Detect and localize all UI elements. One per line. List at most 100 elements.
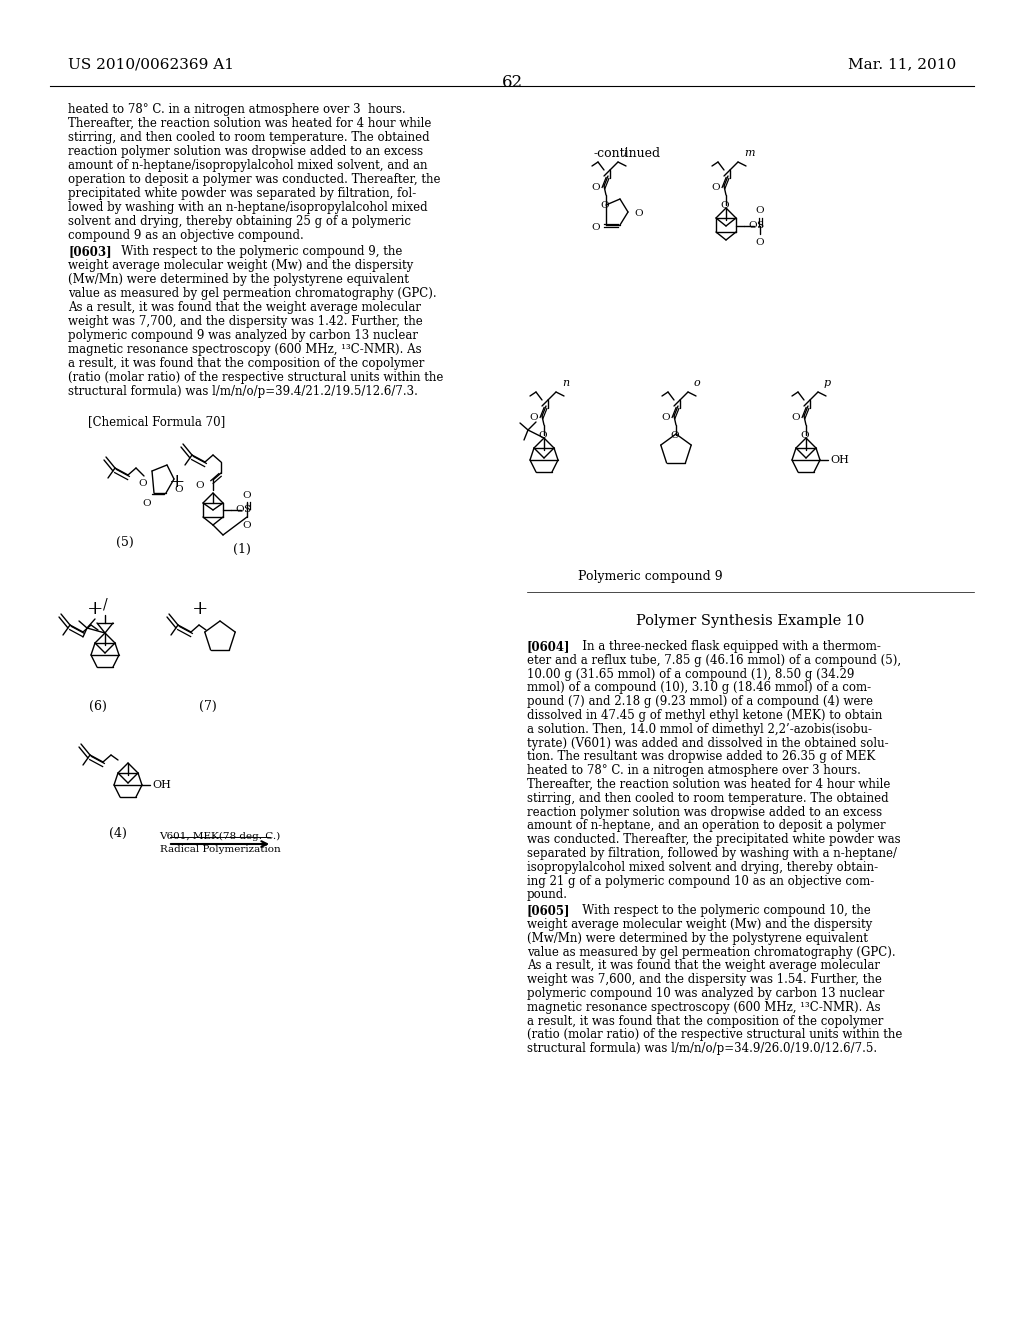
Text: heated to 78° C. in a nitrogen atmosphere over 3  hours.: heated to 78° C. in a nitrogen atmospher… [68,103,406,116]
Text: [0603]: [0603] [68,246,112,257]
Text: O: O [756,238,764,247]
Text: O: O [721,201,729,210]
Text: (1): (1) [233,543,251,556]
Text: isopropylalcohol mixed solvent and drying, thereby obtain-: isopropylalcohol mixed solvent and dryin… [527,861,879,874]
Text: O: O [601,201,609,210]
Text: O: O [174,484,182,494]
Text: was conducted. Thereafter, the precipitated white powder was: was conducted. Thereafter, the precipita… [527,833,901,846]
Text: [Chemical Formula 70]: [Chemical Formula 70] [88,414,225,428]
Text: polymeric compound 9 was analyzed by carbon 13 nuclear: polymeric compound 9 was analyzed by car… [68,329,418,342]
Text: (4): (4) [110,828,127,840]
Text: (Mw/Mn) were determined by the polystyrene equivalent: (Mw/Mn) were determined by the polystyre… [68,273,409,286]
Text: stirring, and then cooled to room temperature. The obtained: stirring, and then cooled to room temper… [68,131,430,144]
Text: O: O [529,413,538,422]
Text: dissolved in 47.45 g of methyl ethyl ketone (MEK) to obtain: dissolved in 47.45 g of methyl ethyl ket… [527,709,883,722]
Text: m: m [744,148,755,158]
Text: Mar. 11, 2010: Mar. 11, 2010 [848,57,956,71]
Text: magnetic resonance spectroscopy (600 MHz, ¹³C-NMR). As: magnetic resonance spectroscopy (600 MHz… [68,343,422,356]
Text: value as measured by gel permeation chromatography (GPC).: value as measured by gel permeation chro… [527,945,896,958]
Text: +: + [191,601,208,618]
Text: weight average molecular weight (Mw) and the dispersity: weight average molecular weight (Mw) and… [527,917,872,931]
Text: O: O [539,432,547,440]
Text: (5): (5) [116,536,134,549]
Text: -continued: -continued [593,147,660,160]
Text: O: O [234,506,244,515]
Text: O: O [801,432,809,440]
Text: tion. The resultant was dropwise added to 26.35 g of MEK: tion. The resultant was dropwise added t… [527,750,876,763]
Text: weight average molecular weight (Mw) and the dispersity: weight average molecular weight (Mw) and… [68,259,414,272]
Text: O: O [634,210,643,219]
Text: weight was 7,600, and the dispersity was 1.54. Further, the: weight was 7,600, and the dispersity was… [527,973,882,986]
Text: O: O [756,206,764,215]
Text: (Mw/Mn) were determined by the polystyrene equivalent: (Mw/Mn) were determined by the polystyre… [527,932,868,945]
Text: OH: OH [152,780,171,789]
Text: S: S [243,506,250,515]
Text: pound.: pound. [527,888,568,902]
Text: O: O [243,491,251,500]
Text: O: O [712,183,720,193]
Text: /: / [102,597,108,611]
Text: compound 9 as an objective compound.: compound 9 as an objective compound. [68,228,304,242]
Text: [0605]: [0605] [527,904,570,917]
Text: tyrate) (V601) was added and dissolved in the obtained solu-: tyrate) (V601) was added and dissolved i… [527,737,889,750]
Text: structural formula) was l/m/n/o/p=34.9/26.0/19.0/12.6/7.5.: structural formula) was l/m/n/o/p=34.9/2… [527,1043,878,1055]
Text: precipitated white powder was separated by filtration, fol-: precipitated white powder was separated … [68,187,416,201]
Text: 62: 62 [502,74,522,91]
Text: amount of n-heptane, and an operation to deposit a polymer: amount of n-heptane, and an operation to… [527,820,886,833]
Text: As a result, it was found that the weight average molecular: As a result, it was found that the weigh… [527,960,880,973]
Text: polymeric compound 10 was analyzed by carbon 13 nuclear: polymeric compound 10 was analyzed by ca… [527,987,885,1001]
Text: O: O [196,480,204,490]
Text: l: l [624,148,628,158]
Text: mmol) of a compound (10), 3.10 g (18.46 mmol) of a com-: mmol) of a compound (10), 3.10 g (18.46 … [527,681,871,694]
Text: separated by filtration, followed by washing with a n-heptane/: separated by filtration, followed by was… [527,847,897,861]
Text: (ratio (molar ratio) of the respective structural units within the: (ratio (molar ratio) of the respective s… [527,1028,902,1041]
Text: a solution. Then, 14.0 mmol of dimethyl 2,2’-azobis(isobu-: a solution. Then, 14.0 mmol of dimethyl … [527,723,872,735]
Text: operation to deposit a polymer was conducted. Thereafter, the: operation to deposit a polymer was condu… [68,173,440,186]
Text: eter and a reflux tube, 7.85 g (46.16 mmol) of a compound (5),: eter and a reflux tube, 7.85 g (46.16 mm… [527,653,901,667]
Text: O: O [792,413,800,422]
Text: O: O [662,413,670,422]
Text: +: + [169,473,185,491]
Text: solvent and drying, thereby obtaining 25 g of a polymeric: solvent and drying, thereby obtaining 25… [68,215,411,228]
Text: O: O [671,432,679,440]
Text: ing 21 g of a polymeric compound 10 as an objective com-: ing 21 g of a polymeric compound 10 as a… [527,875,874,887]
Text: a result, it was found that the composition of the copolymer: a result, it was found that the composit… [68,356,424,370]
Text: p: p [824,378,831,388]
Text: structural formula) was l/m/n/o/p=39.4/21.2/19.5/12.6/7.3.: structural formula) was l/m/n/o/p=39.4/2… [68,385,418,399]
Text: With respect to the polymeric compound 9, the: With respect to the polymeric compound 9… [110,246,402,257]
Text: +: + [87,601,103,618]
Text: O: O [138,479,147,487]
Text: S: S [756,222,763,231]
Text: Radical Polymerization: Radical Polymerization [160,845,281,854]
Text: (ratio (molar ratio) of the respective structural units within the: (ratio (molar ratio) of the respective s… [68,371,443,384]
Text: Thereafter, the reaction solution was heated for 4 hour while: Thereafter, the reaction solution was he… [68,117,431,129]
Text: heated to 78° C. in a nitrogen atmosphere over 3 hours.: heated to 78° C. in a nitrogen atmospher… [527,764,861,777]
Text: reaction polymer solution was dropwise added to an excess: reaction polymer solution was dropwise a… [527,805,882,818]
Text: Polymer Synthesis Example 10: Polymer Synthesis Example 10 [636,614,864,628]
Text: Polymeric compound 9: Polymeric compound 9 [578,570,722,583]
Text: (7): (7) [199,700,217,713]
Text: 10.00 g (31.65 mmol) of a compound (1), 8.50 g (34.29: 10.00 g (31.65 mmol) of a compound (1), … [527,668,854,681]
Text: In a three-necked flask equipped with a thermom-: In a three-necked flask equipped with a … [571,640,881,653]
Text: With respect to the polymeric compound 10, the: With respect to the polymeric compound 1… [571,904,870,917]
Text: US 2010/0062369 A1: US 2010/0062369 A1 [68,57,234,71]
Text: value as measured by gel permeation chromatography (GPC).: value as measured by gel permeation chro… [68,286,436,300]
Text: [0604]: [0604] [527,640,570,653]
Text: O: O [592,183,600,193]
Text: Thereafter, the reaction solution was heated for 4 hour while: Thereafter, the reaction solution was he… [527,777,891,791]
Text: lowed by washing with an n-heptane/isopropylalcohol mixed: lowed by washing with an n-heptane/isopr… [68,201,428,214]
Text: o: o [694,378,700,388]
Text: O: O [748,222,757,231]
Text: amount of n-heptane/isopropylalcohol mixed solvent, and an: amount of n-heptane/isopropylalcohol mix… [68,158,427,172]
Text: n: n [562,378,569,388]
Text: weight was 7,700, and the dispersity was 1.42. Further, the: weight was 7,700, and the dispersity was… [68,315,423,327]
Text: pound (7) and 2.18 g (9.23 mmol) of a compound (4) were: pound (7) and 2.18 g (9.23 mmol) of a co… [527,696,873,709]
Text: magnetic resonance spectroscopy (600 MHz, ¹³C-NMR). As: magnetic resonance spectroscopy (600 MHz… [527,1001,881,1014]
Text: O: O [592,223,600,232]
Text: OH: OH [830,455,849,465]
Text: reaction polymer solution was dropwise added to an excess: reaction polymer solution was dropwise a… [68,145,423,158]
Text: O: O [142,499,152,508]
Text: a result, it was found that the composition of the copolymer: a result, it was found that the composit… [527,1015,884,1027]
Text: O: O [243,521,251,531]
Text: V601, MEK(78 deg. C.): V601, MEK(78 deg. C.) [160,832,281,841]
